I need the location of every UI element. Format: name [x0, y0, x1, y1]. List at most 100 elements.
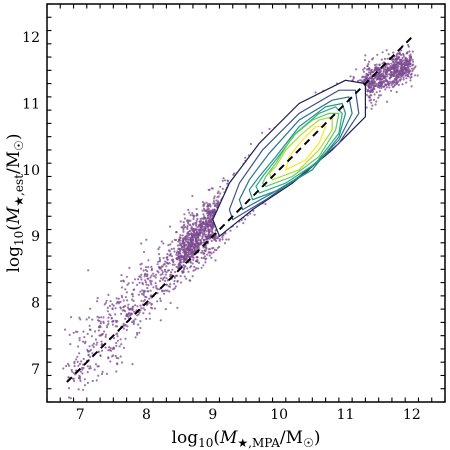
- scatter-point-1059: [175, 253, 178, 256]
- scatter-point-769: [202, 213, 205, 216]
- scatter-point-187: [119, 338, 122, 341]
- scatter-point-979: [176, 279, 179, 283]
- scatter-point-4432: [396, 58, 399, 61]
- scatter-point-1569: [212, 202, 215, 205]
- scatter-point-4222: [386, 66, 389, 69]
- scatter-point-41: [81, 372, 84, 375]
- scatter-point-240: [138, 275, 141, 278]
- scatter-point-290: [142, 300, 145, 303]
- scatter-point-4429: [406, 70, 409, 73]
- scatter-point-3979: [352, 77, 355, 80]
- scatter-point-114: [103, 330, 106, 333]
- scatter-point-958: [196, 217, 199, 220]
- scatter-point-4314: [378, 94, 381, 97]
- scatter-point-4404: [399, 79, 402, 82]
- scatter-point-112: [72, 377, 75, 380]
- scatter-point-4308: [380, 86, 383, 90]
- scatter-point-762: [179, 275, 182, 278]
- scatter-point-4311: [397, 83, 400, 86]
- scatter-point-1177: [210, 256, 213, 259]
- scatter-point-251: [106, 306, 109, 309]
- scatter-point-1162: [202, 207, 206, 210]
- scatter-point-900: [201, 201, 204, 204]
- y-tick-label-11: 11: [22, 97, 40, 113]
- scatter-point-1559: [212, 225, 215, 228]
- scatter-point-3944: [369, 98, 372, 101]
- scatter-point-1052: [205, 219, 208, 222]
- scatter-point-4360: [407, 75, 410, 78]
- scatter-point-4255: [407, 65, 410, 68]
- scatter-point-4307: [409, 79, 412, 82]
- scatter-point-1223: [198, 233, 201, 236]
- scatter-point-4380: [400, 62, 403, 65]
- scatter-point-3670: [373, 63, 376, 67]
- scatter-point-1875: [214, 203, 217, 207]
- scatter-point-140: [68, 396, 71, 399]
- scatter-point-334: [129, 307, 132, 310]
- scatter-point-9: [107, 316, 110, 319]
- scatter-point-1057: [177, 256, 180, 259]
- scatter-point-390: [171, 268, 174, 271]
- scatter-point-1232: [179, 248, 182, 251]
- scatter-point-1266: [213, 195, 216, 198]
- scatter-point-13: [79, 370, 82, 373]
- scatter-point-89: [91, 318, 94, 321]
- scatter-point-115: [91, 379, 94, 383]
- scatter-point-4366: [374, 66, 377, 69]
- scatter-point-1004: [187, 208, 190, 211]
- scatter-point-1061: [197, 239, 200, 242]
- scatter-point-3970: [367, 85, 370, 88]
- scatter-point-383: [175, 265, 178, 268]
- scatter-point-1818: [221, 236, 224, 239]
- scatter-point-4419: [395, 67, 398, 71]
- scatter-point-4130: [385, 86, 388, 89]
- scatter-point-624: [194, 268, 197, 271]
- scatter-point-1174: [185, 248, 188, 251]
- scatter-point-1256: [203, 202, 206, 205]
- scatter-point-1176: [205, 257, 208, 260]
- scatter-point-274: [131, 321, 134, 324]
- scatter-point-716: [200, 251, 203, 254]
- scatter-point-264: [124, 296, 127, 299]
- scatter-point-362: [171, 263, 174, 266]
- scatter-point-866: [175, 231, 178, 234]
- scatter-point-226: [144, 272, 147, 275]
- scatter-point-1168: [203, 216, 207, 220]
- scatter-point-4251: [390, 82, 393, 85]
- scatter-point-331: [115, 344, 118, 347]
- scatter-point-139: [78, 339, 81, 342]
- scatter-point-3788: [373, 93, 376, 96]
- scatter-point-300: [119, 355, 122, 358]
- scatter-point-1426: [205, 222, 208, 225]
- scatter-point-1228: [207, 227, 210, 230]
- scatter-point-884: [204, 249, 207, 253]
- scatter-point-1219: [183, 275, 186, 278]
- scatter-point-396: [160, 269, 163, 272]
- scatter-point-415: [141, 283, 145, 286]
- scatter-point-476: [166, 253, 169, 256]
- scatter-point-530: [148, 301, 151, 304]
- scatter-point-32: [75, 358, 78, 361]
- scatter-point-4354: [411, 64, 414, 67]
- scatter-point-1210: [178, 243, 181, 246]
- scatter-point-4135: [410, 85, 413, 88]
- scatter-point-481: [162, 263, 165, 266]
- scatter-point-460: [165, 265, 168, 268]
- scatter-point-3981: [366, 88, 370, 92]
- scatter-point-4299: [401, 83, 404, 86]
- scatter-point-525: [168, 250, 171, 253]
- scatter-point-4418: [382, 74, 385, 77]
- scatter-point-1227: [185, 235, 188, 238]
- scatter-point-3914: [364, 54, 367, 57]
- scatter-point-1098: [182, 230, 185, 233]
- scatter-point-161: [96, 319, 100, 322]
- scatter-point-4315: [381, 62, 384, 65]
- scatter-point-1143: [194, 246, 197, 249]
- scatter-point-4372: [393, 74, 396, 78]
- scatter-point-3941: [371, 80, 374, 83]
- scatter-point-1400: [208, 223, 211, 226]
- scatter-point-282: [117, 357, 120, 360]
- scatter-point-325: [139, 326, 142, 330]
- scatter-point-446: [165, 271, 168, 274]
- scatter-point-1135: [187, 248, 190, 251]
